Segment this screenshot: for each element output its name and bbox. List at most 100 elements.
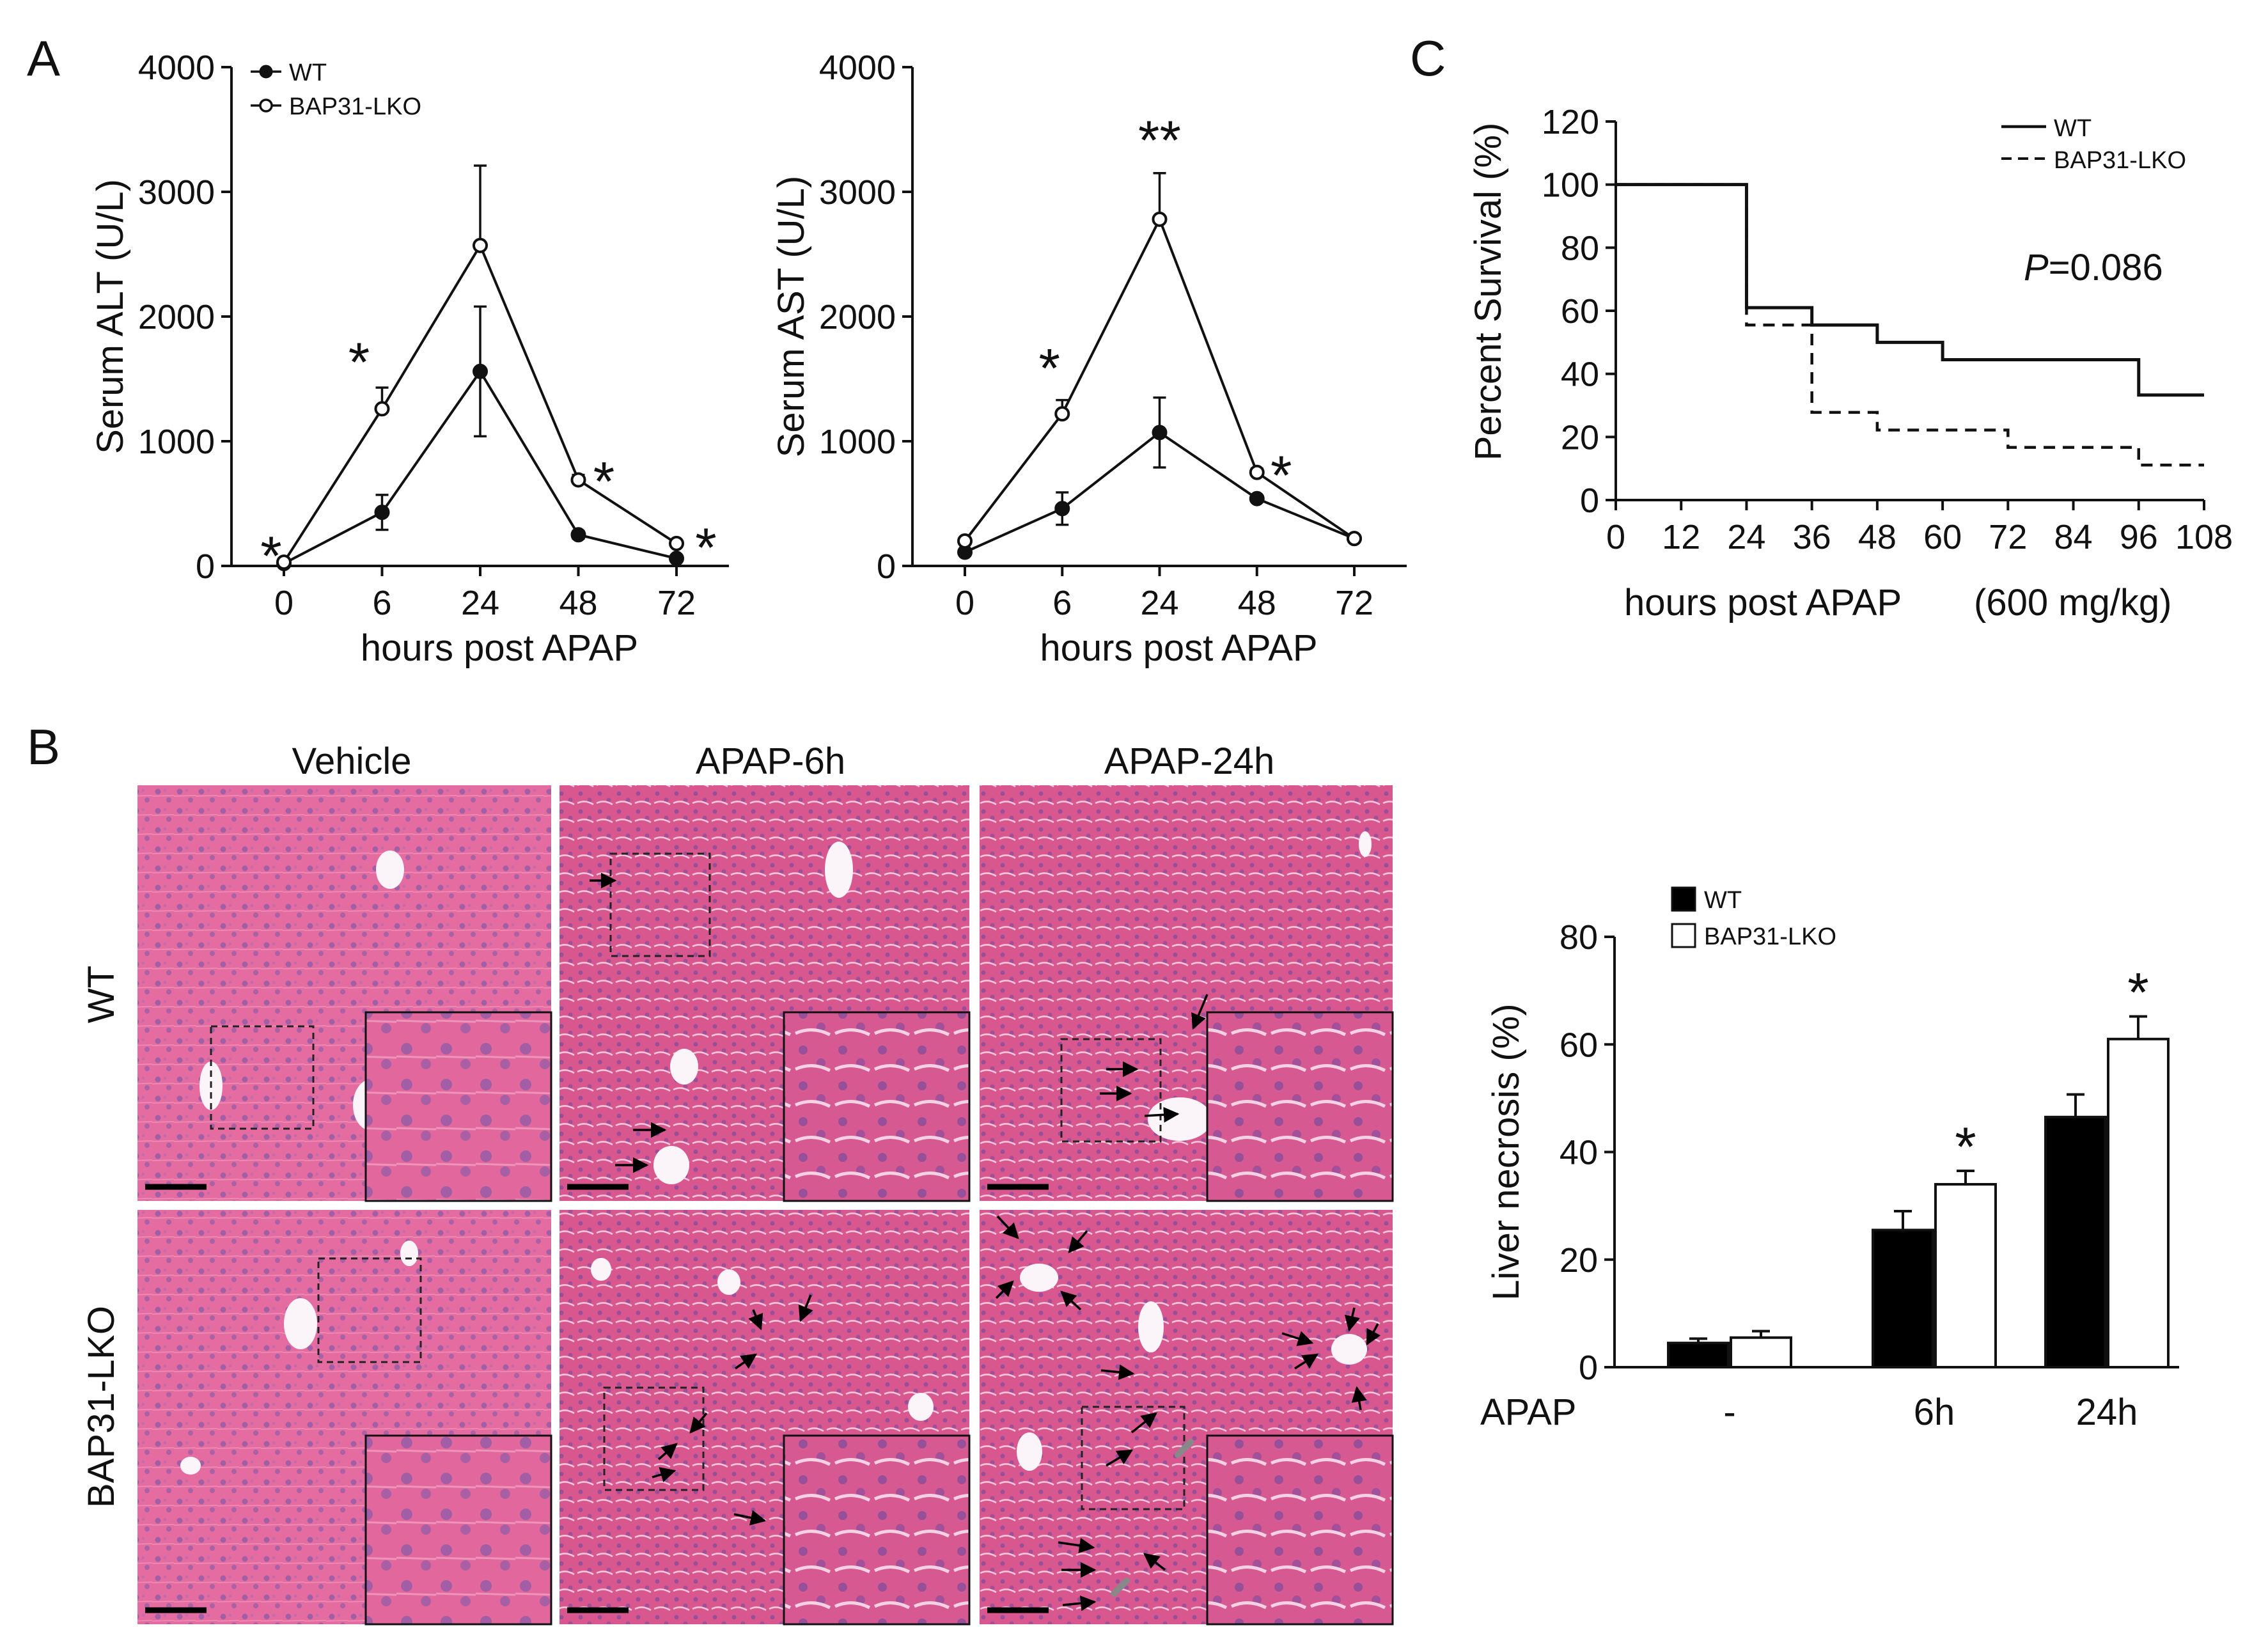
data-point-wt — [669, 551, 684, 567]
x-tick-label: 48 — [1238, 584, 1276, 622]
y-tick-label: 20 — [1560, 1241, 1598, 1280]
survival-chart: 0 20 40 60 80 100 120 0 12 24 36 48 60 72 84 96 108 hours… — [1467, 103, 2233, 623]
data-point-ko — [1347, 531, 1362, 547]
vessel-lumen — [1017, 1432, 1042, 1471]
annotation-arrow — [1191, 994, 1208, 1030]
y-tick-label: 20 — [1561, 418, 1599, 457]
category-label: 24h — [2076, 1391, 2138, 1433]
significance-star: * — [348, 332, 370, 393]
panel-letter-b: B — [27, 719, 60, 775]
x-tick-label: 0 — [274, 584, 293, 622]
bar-ko — [2107, 1037, 2170, 1368]
x-tick-label: 12 — [1662, 518, 1700, 556]
x-tick-label: 24 — [461, 584, 499, 622]
vessel-lumen — [284, 1298, 317, 1349]
histology-grid: Vehicle APAP-6h APAP-24h WT BAP31-LKO — [81, 741, 1394, 1626]
magnified-inset — [783, 1011, 971, 1202]
x-tick-label: 72 — [1989, 518, 2027, 556]
y-tick-label: 80 — [1561, 229, 1599, 267]
significance-star: * — [695, 517, 716, 579]
x-axis-label-dose: (600 mg/kg) — [1974, 582, 2171, 623]
annotation-arrow — [1106, 1449, 1134, 1467]
annotation-arrow — [689, 1412, 708, 1434]
data-point-wt — [1054, 501, 1070, 517]
row-title-bap31-lko: BAP31-LKO — [81, 1306, 122, 1508]
data-point-ko — [276, 554, 292, 570]
annotation-arrow — [1062, 1595, 1097, 1611]
dashed-region-box — [609, 852, 711, 957]
y-tick-label: 80 — [1560, 918, 1598, 957]
p-value-symbol: P — [2024, 247, 2049, 288]
category-label: - — [1723, 1391, 1735, 1433]
annotation-arrow — [1068, 1230, 1088, 1253]
annotation-arrow — [1100, 1364, 1135, 1380]
y-tick-label: 3000 — [819, 173, 896, 212]
x-tick-label: 24 — [1727, 518, 1765, 556]
open-arrow — [1175, 1439, 1194, 1458]
x-tick-label: 72 — [657, 584, 696, 622]
magnified-inset — [783, 1434, 971, 1626]
data-point-ko — [473, 237, 488, 253]
annotation-arrow — [1060, 1290, 1082, 1311]
y-tick-label: 120 — [1542, 103, 1599, 141]
y-tick-label: 2000 — [138, 298, 215, 336]
data-point-ko — [1249, 464, 1265, 480]
significance-star: * — [260, 526, 281, 587]
annotation-arrow — [652, 1467, 676, 1482]
significance-star: * — [1039, 338, 1060, 400]
necrosis-chart: 0 20 40 60 80 Liver necrosis (%) APAP - 6h * 24h * W… — [1480, 886, 2179, 1433]
significance-star: * — [1271, 445, 1292, 506]
magnified-inset — [1206, 1434, 1394, 1626]
data-point-ko — [570, 472, 586, 488]
y-tick-label: 3000 — [138, 173, 215, 212]
annotation-arrow — [1058, 1537, 1095, 1553]
panel-letter-c: C — [1410, 30, 1446, 86]
dashed-region-box — [1081, 1406, 1185, 1510]
survival-curve-wt — [1616, 183, 2204, 397]
data-point-wt — [1152, 425, 1168, 441]
col-title-apap-6h: APAP-6h — [696, 741, 845, 782]
annotation-arrow — [995, 1280, 1014, 1299]
data-point-ko — [374, 401, 390, 417]
dashed-region-box — [1060, 1038, 1162, 1143]
y-tick-label: 4000 — [138, 49, 215, 87]
y-axis-label: Liver necrosis (%) — [1485, 1003, 1527, 1300]
legend-marker-ko — [259, 98, 273, 113]
significance-star: * — [593, 451, 614, 513]
magnified-inset — [364, 1011, 552, 1202]
dashed-region-box — [210, 1025, 315, 1130]
annotation-arrow — [657, 1443, 678, 1461]
x-tick-label: 24 — [1140, 584, 1178, 622]
vessel-lumen — [1138, 1301, 1164, 1352]
annotation-arrow — [1366, 1323, 1381, 1346]
y-tick-label: 40 — [1561, 356, 1599, 394]
significance-star: * — [2127, 962, 2148, 1024]
annotation-arrow — [1143, 1553, 1166, 1571]
annotation-arrow — [1344, 1307, 1360, 1332]
x-tick-label: 108 — [2175, 518, 2233, 556]
legend-swatch-wt — [1671, 886, 1696, 912]
y-tick-label: 60 — [1560, 1026, 1598, 1064]
data-point-ko — [1152, 211, 1168, 227]
bar-wt — [1872, 1228, 1934, 1368]
y-tick-label: 100 — [1542, 166, 1599, 205]
x-tick-label: 48 — [1858, 518, 1897, 556]
annotation-arrow — [748, 1309, 763, 1331]
legend-label-wt: WT — [1704, 887, 1742, 914]
vessel-lumen — [1148, 1097, 1212, 1141]
y-axis-label: Percent Survival (%) — [1467, 123, 1509, 461]
bar-wt — [2044, 1115, 2107, 1368]
x-tick-label: 36 — [1793, 518, 1831, 556]
data-point-wt — [1249, 490, 1265, 506]
x-tick-label: 6 — [372, 584, 391, 622]
y-axis-label: Serum AST (U/L) — [770, 176, 812, 458]
x-tick-label: 96 — [2120, 518, 2158, 556]
data-point-wt — [570, 527, 586, 543]
x-tick-label: 48 — [559, 584, 597, 622]
annotation-arrow — [1144, 1107, 1180, 1123]
legend-label-wt: WT — [289, 59, 327, 86]
x-tick-label: 84 — [2054, 518, 2093, 556]
y-tick-label: 0 — [1579, 1349, 1598, 1387]
vessel-lumen — [653, 1146, 689, 1184]
